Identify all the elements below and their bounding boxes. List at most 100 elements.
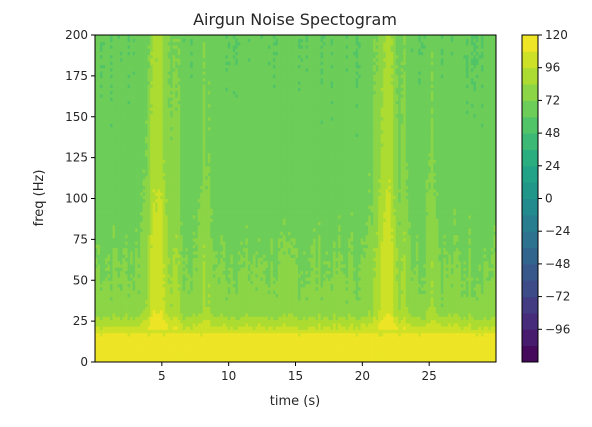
heatmap-cell <box>135 348 139 353</box>
heatmap-cell <box>100 84 104 88</box>
heatmap-cell <box>97 237 101 242</box>
heatmap-cell <box>97 299 101 304</box>
heatmap-cell <box>185 133 189 137</box>
heatmap-cell <box>95 345 99 350</box>
heatmap-cell <box>170 146 174 151</box>
heatmap-cell <box>170 172 174 177</box>
heatmap-cell <box>115 87 119 92</box>
heatmap-cell <box>142 74 146 79</box>
heatmap-cell <box>125 303 129 308</box>
heatmap-cell <box>142 44 146 49</box>
heatmap-cell <box>125 290 129 294</box>
heatmap-cell <box>127 234 131 239</box>
heatmap-cell <box>100 38 104 43</box>
heatmap-cell <box>110 214 114 219</box>
heatmap-cell <box>117 309 121 314</box>
heatmap-cell <box>157 48 161 52</box>
heatmap-cell <box>107 267 111 272</box>
heatmap-cell <box>135 70 139 75</box>
heatmap-cell <box>137 352 141 357</box>
heatmap-cell <box>180 332 184 337</box>
heatmap-cell <box>165 231 169 236</box>
heatmap-cell <box>172 175 176 180</box>
heatmap-cell <box>132 165 136 170</box>
heatmap-cell <box>125 319 129 324</box>
heatmap-cell <box>152 214 156 219</box>
heatmap-cell <box>205 136 209 141</box>
heatmap-cell <box>130 165 134 170</box>
heatmap-cell <box>110 231 114 236</box>
heatmap-cell <box>105 87 109 92</box>
heatmap-cell <box>122 234 126 239</box>
heatmap-cell <box>95 267 99 272</box>
heatmap-cell <box>182 260 186 265</box>
heatmap-cell <box>160 214 164 219</box>
heatmap-cell <box>175 270 179 275</box>
heatmap-cell <box>182 110 186 115</box>
heatmap-cell <box>167 244 171 249</box>
heatmap-cell <box>200 182 204 187</box>
heatmap-cell <box>177 129 181 134</box>
heatmap-cell <box>187 159 191 164</box>
heatmap-cell <box>187 35 191 39</box>
heatmap-cell <box>190 51 194 56</box>
heatmap-cell <box>117 296 121 301</box>
heatmap-cell <box>152 339 156 343</box>
heatmap-cell <box>170 129 174 134</box>
heatmap-cell <box>167 169 171 173</box>
heatmap-cell <box>175 185 179 190</box>
heatmap-cell <box>167 276 171 281</box>
heatmap-cell <box>180 201 184 206</box>
heatmap-cell <box>205 355 209 360</box>
heatmap-cell <box>197 205 201 209</box>
heatmap-cell <box>147 234 151 239</box>
heatmap-cell <box>185 250 189 255</box>
heatmap-cell <box>97 241 101 245</box>
heatmap-cell <box>122 267 126 272</box>
heatmap-cell <box>125 110 129 115</box>
heatmap-cell <box>147 319 151 324</box>
heatmap-cell <box>195 175 199 180</box>
heatmap-cell <box>122 129 126 134</box>
heatmap-cell <box>185 175 189 180</box>
heatmap-cell <box>162 61 166 66</box>
heatmap-cell <box>117 348 121 353</box>
heatmap-cell <box>207 309 211 314</box>
heatmap-cell <box>155 250 159 255</box>
heatmap-cell <box>112 260 116 265</box>
heatmap-cell <box>197 35 201 39</box>
heatmap-cell <box>132 283 136 288</box>
heatmap-cell <box>107 152 111 157</box>
heatmap-cell <box>202 136 206 141</box>
heatmap-cell <box>140 175 144 180</box>
heatmap-cell <box>160 201 164 206</box>
heatmap-cell <box>135 241 139 245</box>
heatmap-cell <box>102 218 106 222</box>
heatmap-cell <box>117 38 121 43</box>
heatmap-cell <box>180 358 184 362</box>
heatmap-cell <box>195 335 199 340</box>
heatmap-cell <box>190 191 194 196</box>
heatmap-cell <box>155 51 159 56</box>
heatmap-cell <box>150 188 154 193</box>
heatmap-cell <box>182 103 186 108</box>
heatmap-cell <box>142 339 146 343</box>
heatmap-cell <box>117 283 121 288</box>
heatmap-cell <box>102 110 106 115</box>
heatmap-cell <box>175 254 179 258</box>
heatmap-cell <box>140 67 144 72</box>
heatmap-cell <box>137 195 141 200</box>
heatmap-cell <box>122 195 126 200</box>
heatmap-cell <box>127 299 131 304</box>
heatmap-cell <box>190 44 194 49</box>
heatmap-cell <box>145 270 149 275</box>
heatmap-cell <box>187 93 191 98</box>
heatmap-cell <box>185 139 189 144</box>
heatmap-cell <box>155 178 159 183</box>
heatmap-cell <box>95 208 99 213</box>
heatmap-cell <box>175 159 179 164</box>
heatmap-cell <box>202 93 206 98</box>
heatmap-cell <box>170 142 174 147</box>
heatmap-cell <box>190 84 194 88</box>
heatmap-cell <box>185 126 189 131</box>
